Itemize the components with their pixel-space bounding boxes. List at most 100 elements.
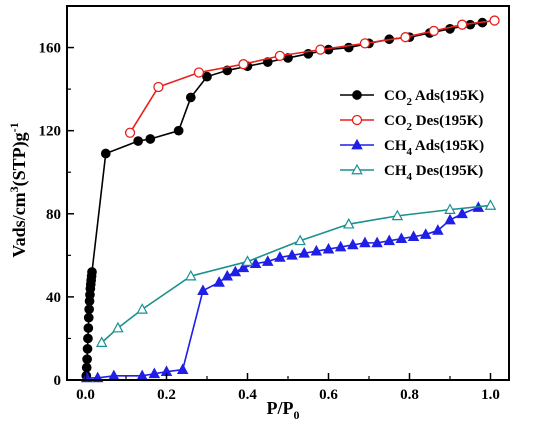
data-point [371,236,383,248]
y-tick-label: 0 [54,373,62,389]
legend-entry: CO2 Des(195K) [340,113,483,133]
y-axis-title-part-a: Vads/cm [9,192,29,257]
data-point [456,19,468,30]
data-point [83,312,94,323]
x-tick-label: 0.4 [238,387,257,403]
x-tick-label: 0.0 [76,387,95,403]
data-point [444,213,456,225]
legend-entry: CH4 Ads(195K) [340,138,484,158]
data-point [334,240,347,252]
data-point [274,50,286,62]
data-point [185,269,197,281]
series-layer [80,15,500,383]
y-tick-label: 120 [39,124,62,140]
legend-label-rest: Des(195K) [412,163,483,179]
data-point [407,230,420,241]
x-tick-label: 0.2 [157,387,176,403]
data-point [145,134,156,144]
y-tick-label: 40 [46,290,61,306]
data-point [400,32,411,43]
data-point [383,234,396,246]
legend-marker [351,114,363,126]
series-4 [95,199,497,347]
data-point [176,363,189,374]
data-point [197,284,209,296]
data-point [229,265,242,277]
legend-label-main: CO [384,88,407,104]
y-tick-label: 80 [46,207,61,223]
data-point [249,257,262,268]
legend-label: CH4 Des(195K) [384,163,483,183]
data-point [82,343,93,354]
data-point [83,323,94,333]
data-point [432,224,444,235]
legend-label-rest: Ads(195K) [412,138,484,154]
legend-entry: CH4 Des(195K) [340,163,483,183]
x-axis-title-sub: 0 [294,408,300,422]
data-point [237,261,250,273]
legend-label-sub: 4 [407,146,413,158]
legend-label-rest: Des(195K) [412,113,483,129]
legend-label: CH4 Ads(195K) [384,138,484,158]
legend-label-main: CH [384,163,407,179]
y-axis-title-sup1: 3 [7,186,21,192]
data-point [322,242,335,254]
data-point [359,236,371,248]
data-point [342,217,355,229]
data-point [193,67,205,78]
data-point [84,304,94,315]
data-point [298,246,310,258]
data-point [359,38,371,49]
data-point [202,71,212,82]
legend-marker [351,163,363,175]
data-point [87,267,97,277]
ticks-layer: 0.0 0.2 0.4 0.6 0.8 1.0 0 40 80 120 160 [39,41,500,403]
legend-label: CO2 Des(195K) [384,113,483,133]
series-line [86,206,479,379]
x-axis-title-main: P/P [267,398,294,418]
data-point [83,333,93,344]
data-point [173,125,184,136]
data-point [315,44,326,55]
data-point [81,362,92,373]
legend-marker [351,138,363,150]
data-point [148,367,161,379]
data-point [100,148,111,159]
data-point [484,199,497,210]
x-tick-label: 0.6 [319,387,338,403]
legend-label-main: CO [384,113,407,129]
legend-label-rest: Ads(195K) [412,88,484,104]
legend-label-sub: 2 [407,121,413,133]
series-line [85,21,483,376]
series-2 [124,15,500,138]
data-point [391,209,404,221]
x-axis-title: P/P0 [267,398,300,422]
data-point [82,354,92,365]
data-point [274,251,286,262]
y-axis-title-part-b: (STP)g [9,132,30,186]
data-point [347,238,359,250]
data-point [185,92,196,103]
series-3 [80,201,485,383]
data-point [238,59,249,70]
data-point [213,276,225,287]
data-point [489,15,500,26]
data-point [294,234,306,246]
x-tick-label: 1.0 [481,387,500,403]
y-axis-title-sup2: -1 [7,122,21,132]
data-point [286,249,298,260]
data-point [241,255,254,266]
data-point [112,321,124,333]
y-axis-title: Vads/cm3(STP)g-1 [7,122,30,257]
legend-label-main: CH [384,138,407,154]
data-point [419,228,432,239]
legend-label-sub: 4 [407,171,413,183]
data-point [133,136,143,146]
legend: CO2 Ads(195K)CO2 Des(195K)CH4 Ads(195K)C… [340,88,484,183]
data-point [136,303,148,314]
y-tick-label: 160 [39,41,62,57]
data-point [221,269,234,281]
data-point [395,232,408,244]
series-line [101,204,491,344]
